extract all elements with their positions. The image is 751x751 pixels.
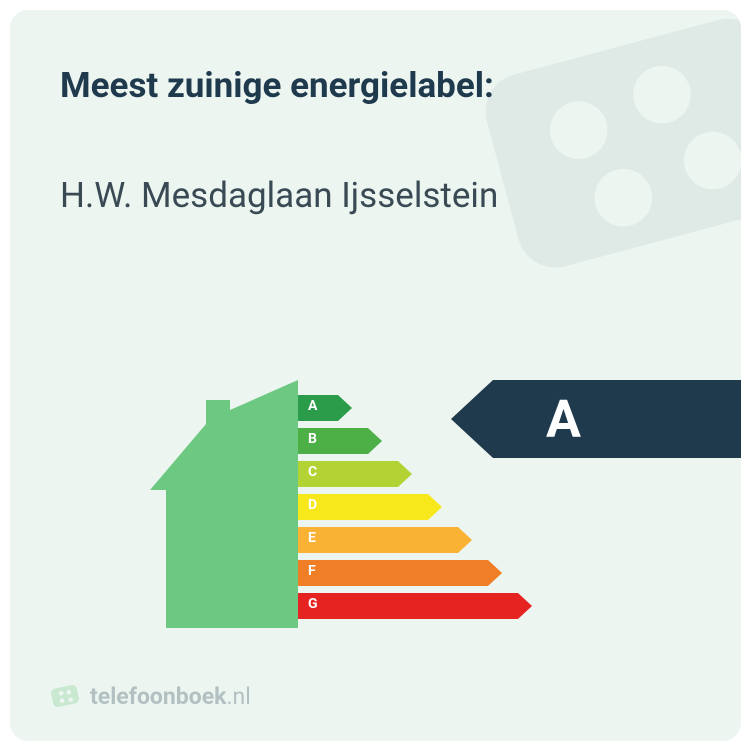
bar-shape: [298, 395, 352, 421]
bar-label: E: [308, 530, 316, 546]
bar-label: D: [308, 497, 317, 513]
bar-shape: [298, 494, 442, 520]
bar-shape: [298, 593, 532, 619]
footer-brand: telefoonboek.nl: [50, 681, 251, 711]
bar-shape: [298, 527, 472, 553]
footer-tld: .nl: [226, 683, 250, 710]
bar-label: F: [308, 563, 316, 579]
bar-label: B: [308, 431, 317, 447]
brand-icon: [50, 681, 80, 711]
bar-label: C: [308, 464, 317, 480]
bar-label: A: [308, 398, 317, 414]
palette-watermark-icon: [445, 10, 741, 336]
energy-card: Meest zuinige energielabel: H.W. Mesdagl…: [10, 10, 741, 741]
bar-label: G: [308, 596, 318, 612]
bar-shape: [298, 560, 502, 586]
footer-text: telefoonboek.nl: [90, 683, 251, 710]
card-subtitle: H.W. Mesdaglaan Ijsselstein: [60, 175, 498, 216]
house-icon: [150, 380, 298, 628]
rating-letter: A: [496, 380, 741, 458]
footer-brand-name: telefoonboek: [90, 683, 226, 710]
card-title: Meest zuinige energielabel:: [60, 65, 494, 106]
